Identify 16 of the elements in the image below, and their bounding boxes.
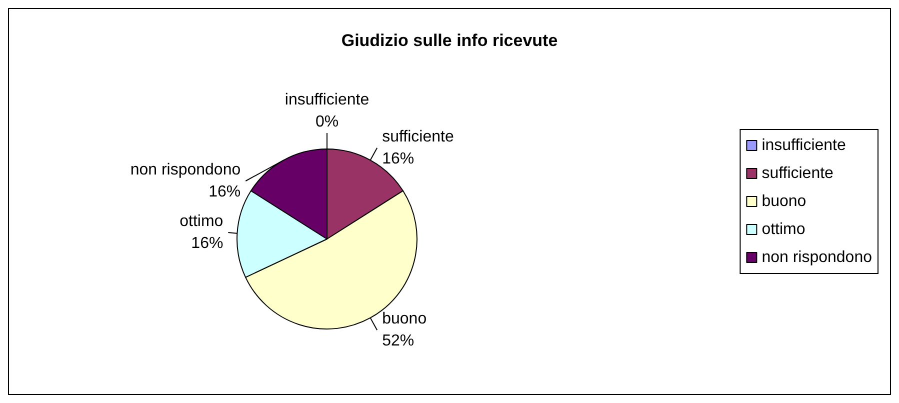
data-label: 52% <box>382 332 414 350</box>
slice-label: non rispondono <box>130 162 241 178</box>
legend-label: insufficiente <box>762 137 846 154</box>
legend-label: ottimo <box>762 221 806 238</box>
slice-label: sufficiente <box>382 128 454 146</box>
legend-label: buono <box>762 193 806 210</box>
data-label: 16% <box>191 234 224 252</box>
legend-label: sufficiente <box>762 165 834 182</box>
category-label: insufficiente <box>284 92 370 108</box>
data-label: 16% <box>382 150 414 168</box>
legend-label: non rispondono <box>762 249 872 266</box>
slice-label: ottimo <box>180 212 224 230</box>
data-label: 16% <box>208 184 241 200</box>
text: 0% <box>315 114 339 130</box>
slice-label: buono <box>382 310 427 328</box>
chart-title: Giudizio sulle info ricevute <box>341 31 558 50</box>
